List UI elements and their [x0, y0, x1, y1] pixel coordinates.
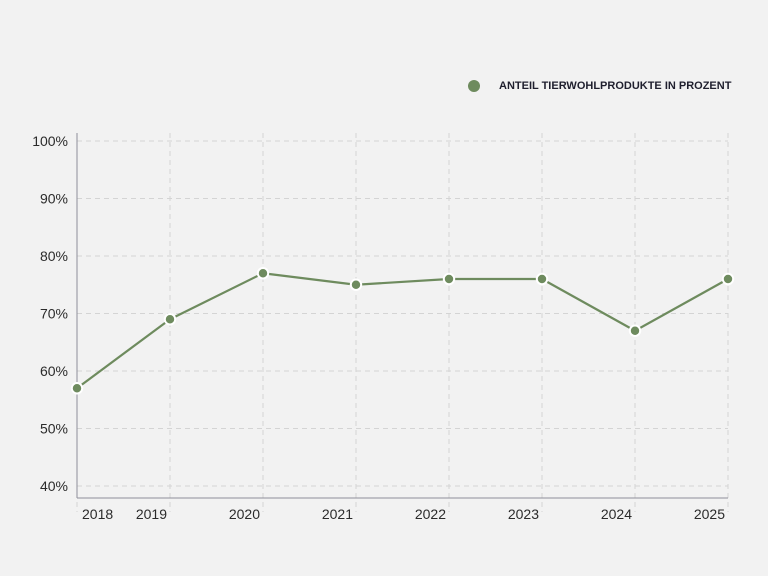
legend: ANTEIL TIERWOHLPRODUKTE IN PROZENT — [468, 80, 732, 92]
x-axis-ticks: 2018 2019 2020 2021 2022 2023 2024 2025 — [82, 506, 725, 522]
y-tick-label: 50% — [40, 421, 68, 437]
data-point — [442, 272, 456, 286]
x-tick-label: 2019 — [136, 506, 167, 522]
y-axis-ticks: 40% 50% 60% 70% 80% 90% 100% — [32, 133, 68, 494]
data-point — [535, 272, 549, 286]
y-tick-label: 80% — [40, 248, 68, 264]
data-point — [70, 382, 84, 395]
legend-label: ANTEIL TIERWOHLPRODUKTE IN PROZENT — [499, 80, 732, 92]
data-point — [721, 272, 735, 286]
data-point — [628, 324, 642, 337]
y-tick-label: 40% — [40, 478, 68, 494]
legend-marker-icon — [468, 80, 480, 92]
x-tick-label: 2024 — [601, 506, 632, 522]
x-tick-label: 2025 — [694, 506, 725, 522]
x-tick-label: 2018 — [82, 506, 113, 522]
grid — [76, 133, 729, 512]
data-point — [163, 313, 177, 326]
y-tick-label: 70% — [40, 306, 68, 322]
data-point — [349, 278, 363, 291]
x-tick-label: 2020 — [229, 506, 260, 522]
x-tick-label: 2023 — [508, 506, 539, 522]
series-layer — [70, 267, 735, 395]
x-tick-label: 2022 — [415, 506, 446, 522]
y-tick-label: 100% — [32, 133, 68, 149]
series-line — [76, 272, 729, 390]
x-tick-label: 2021 — [322, 506, 353, 522]
axes — [76, 133, 728, 499]
y-tick-label: 90% — [40, 191, 68, 207]
data-point — [256, 267, 270, 280]
y-tick-label: 60% — [40, 363, 68, 379]
